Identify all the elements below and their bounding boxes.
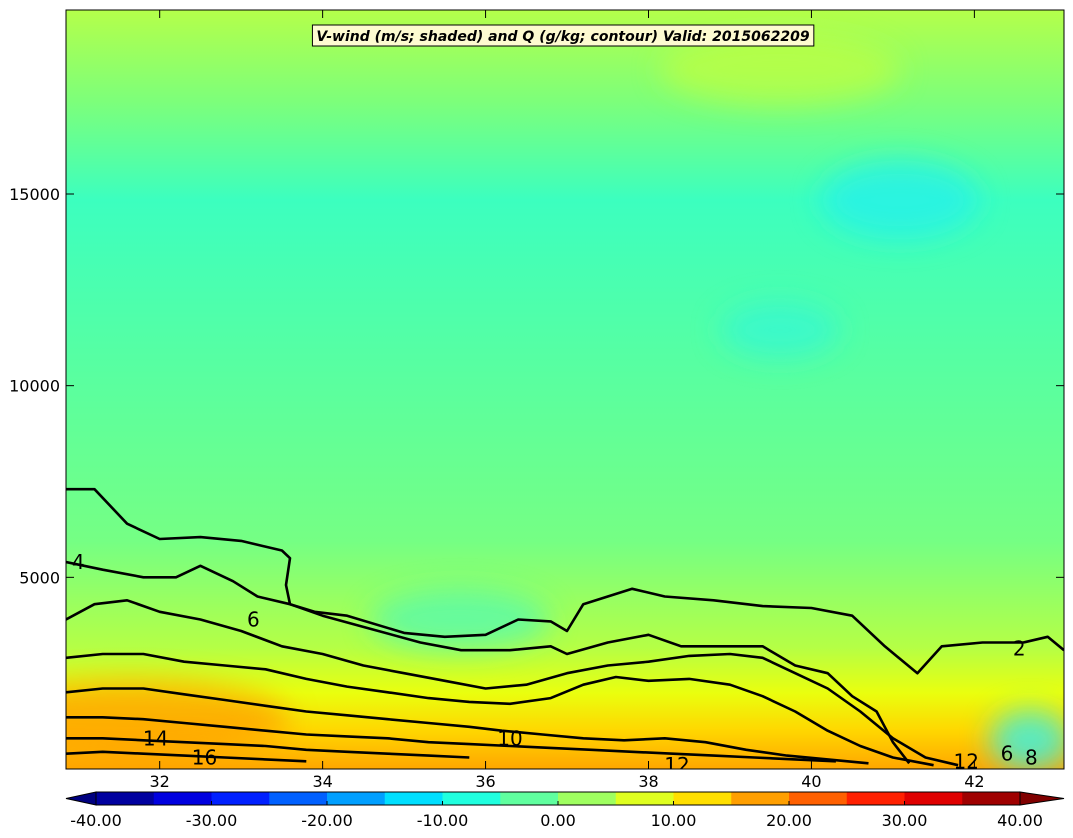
q-contour-12 bbox=[66, 716, 836, 763]
x-tick-label: 38 bbox=[638, 772, 658, 791]
contour-label: 16 bbox=[192, 746, 217, 770]
q-contour-8 bbox=[66, 652, 934, 767]
wind-maximum-patch bbox=[660, 35, 900, 105]
q-contour-10 bbox=[66, 687, 869, 765]
q-contour-2 bbox=[66, 487, 1064, 675]
chart-title: V-wind (m/s; shaded) and Q (g/kg; contou… bbox=[316, 29, 809, 45]
contour-label: 2 bbox=[1013, 636, 1026, 660]
contour-label: 10 bbox=[497, 726, 522, 750]
x-tick-label: 42 bbox=[964, 772, 984, 791]
colorbar-bin bbox=[96, 792, 155, 805]
colorbar-tick-label: 0.00 bbox=[540, 811, 576, 830]
contour-label: 8 bbox=[1025, 746, 1038, 770]
colorbar-tick-label: -20.00 bbox=[301, 811, 353, 830]
humidity-contours bbox=[66, 487, 1064, 767]
colorbar-bin bbox=[153, 792, 212, 805]
title-box: V-wind (m/s; shaded) and Q (g/kg; contou… bbox=[311, 24, 815, 47]
title-background bbox=[311, 24, 815, 47]
colorbar-bin bbox=[558, 792, 617, 805]
contour-label: 12 bbox=[664, 753, 689, 777]
contour-label: 4 bbox=[72, 550, 85, 574]
plot-frame bbox=[65, 9, 1065, 770]
colorbar-bin bbox=[442, 792, 501, 805]
colorbar-bin bbox=[615, 792, 674, 805]
colorbar-bin bbox=[962, 792, 1021, 805]
colorbar-tick-label: 10.00 bbox=[651, 811, 697, 830]
colorbar-bin bbox=[846, 792, 905, 805]
q-contour-6 bbox=[66, 599, 959, 767]
x-tick-label: 36 bbox=[475, 772, 495, 791]
y-tick-label: 10000 bbox=[9, 377, 60, 396]
contour-label: 12 bbox=[954, 749, 979, 773]
colorbar-bin bbox=[269, 792, 328, 805]
wind-minimum-patch bbox=[820, 160, 980, 240]
colorbar-bin bbox=[500, 792, 559, 805]
colorbar-bin bbox=[384, 792, 443, 805]
y-tick-label: 15000 bbox=[9, 185, 60, 204]
wind-minimum-patch bbox=[720, 302, 840, 358]
colorbar-tick-label: -30.00 bbox=[186, 811, 238, 830]
y-axis: 5000 10000 15000 bbox=[9, 185, 1064, 587]
q-contour-14 bbox=[66, 737, 470, 759]
colorbar-bin bbox=[789, 792, 848, 805]
colorbar-extend-min bbox=[65, 791, 97, 806]
contour-label: 6 bbox=[1001, 742, 1014, 766]
colorbar-bin bbox=[211, 792, 270, 805]
colorbar: -40.00 -30.00 -20.00 -10.00 0.00 10.00 20.00 30… bbox=[65, 791, 1065, 830]
colorbar-tick-label: 40.00 bbox=[997, 811, 1043, 830]
wind-minimum-patch bbox=[990, 710, 1064, 769]
colorbar-tick-label: 20.00 bbox=[766, 811, 812, 830]
colorbar-tick-label: -10.00 bbox=[417, 811, 469, 830]
x-tick-label: 32 bbox=[150, 772, 170, 791]
colorbar-bin bbox=[904, 792, 963, 805]
colorbar-bin bbox=[673, 792, 732, 805]
q-contour-16 bbox=[66, 750, 307, 763]
colorbar-bin bbox=[731, 792, 790, 805]
x-axis: 32 34 36 38 40 42 bbox=[150, 10, 985, 791]
x-tick-label: 34 bbox=[312, 772, 332, 791]
x-tick-label: 40 bbox=[801, 772, 821, 791]
colorbar-bin bbox=[327, 792, 386, 805]
colorbar-tick-label: -40.00 bbox=[70, 811, 122, 830]
colorbar-extend-max bbox=[1019, 791, 1065, 806]
y-tick-label: 5000 bbox=[19, 568, 60, 587]
contour-label: 6 bbox=[247, 608, 260, 632]
colorbar-tick-label: 30.00 bbox=[882, 811, 928, 830]
wind-field-shading bbox=[66, 10, 1064, 769]
q-contour-4 bbox=[66, 560, 911, 765]
contour-label: 14 bbox=[143, 726, 168, 750]
